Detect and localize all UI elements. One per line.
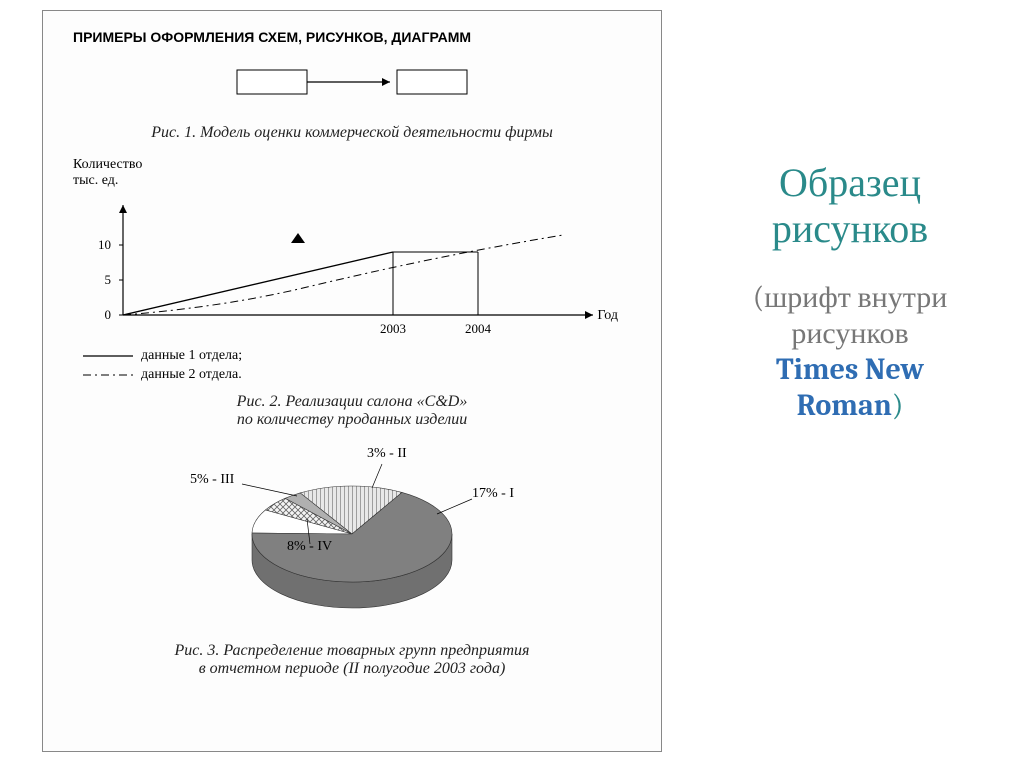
figure-2: Количество тыс. ед. 0 5 10 [73, 157, 631, 429]
legend-label-2: данные 2 отдела. [141, 367, 242, 383]
document-title: ПРИМЕРЫ ОФОРМЛЕНИЯ СХЕМ, РИСУНКОВ, ДИАГР… [73, 29, 631, 45]
legend-line-solid-icon [83, 351, 133, 361]
legend-item-1: данные 1 отдела; [83, 348, 631, 364]
slide-title-panel: Образец рисунков (шрифт внутри рисунков … [700, 160, 1000, 424]
pie-label-2: 3% - II [367, 446, 407, 462]
x-axis-label: Год [597, 308, 618, 323]
figure-2-caption-1: Рис. 2. Реализации салона «C&D» [73, 393, 631, 411]
slide-subtitle-1: (шрифт внутри [700, 280, 1000, 316]
y-axis-label-1: Количество [73, 157, 631, 173]
legend-line-dashdot-icon [83, 370, 133, 380]
figure-3-caption-2: в отчетном периоде (II полугодие 2003 го… [73, 660, 631, 678]
pie-label-4: 8% - IV [287, 539, 332, 555]
slide-fontname-2: Roman) [700, 388, 1000, 424]
figure-1-caption: Рис. 1. Модель оценки коммерческой деяте… [73, 124, 631, 142]
figure-1 [73, 65, 631, 104]
close-paren: ) [892, 388, 903, 423]
figure-3: 17% - I 3% - II 5% - III 8% - IV Рис. 3.… [73, 444, 631, 678]
figure-2-caption-2: по количеству проданных изделии [73, 411, 631, 429]
legend-item-2: данные 2 отдела. [83, 367, 631, 383]
y-axis-label-2: тыс. ед. [73, 173, 631, 189]
line-chart-wrap: 0 5 10 2003 2004 Год [73, 195, 631, 345]
legend-label-1: данные 1 отдела; [141, 348, 242, 364]
document-panel: ПРИМЕРЫ ОФОРМЛЕНИЯ СХЕМ, РИСУНКОВ, ДИАГР… [42, 10, 662, 752]
slide-fontname-2-text: Roman [797, 388, 892, 423]
pie-label-1: 17% - I [472, 486, 514, 502]
figure-3-caption-1: Рис. 3. Распределение товарных групп пре… [73, 642, 631, 660]
svg-text:2004: 2004 [465, 321, 492, 336]
pie-chart-wrap: 17% - I 3% - II 5% - III 8% - IV [172, 444, 532, 634]
svg-text:10: 10 [98, 237, 111, 252]
slide-subtitle-2: рисунков [700, 316, 1000, 352]
line-chart-svg: 0 5 10 2003 2004 Год [73, 195, 633, 345]
flowchart-svg [232, 65, 472, 99]
svg-text:5: 5 [105, 272, 112, 287]
pie-label-3: 5% - III [190, 472, 234, 488]
svg-text:0: 0 [105, 307, 112, 322]
slide-title: Образец рисунков [700, 160, 1000, 252]
slide-fontname-1: Times New [700, 352, 1000, 388]
svg-text:2003: 2003 [380, 321, 406, 336]
